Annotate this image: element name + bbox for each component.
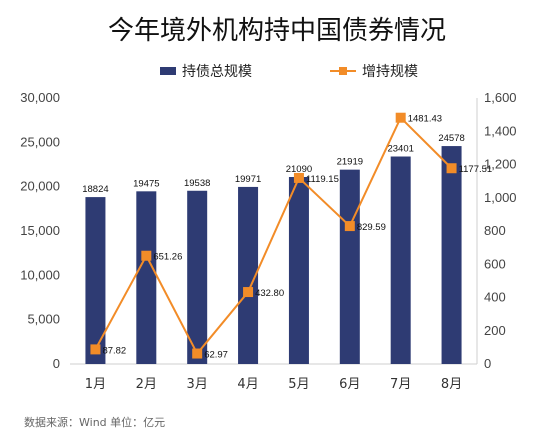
left-axis-tick-label: 0	[53, 356, 60, 371]
line-value-label: 1481.43	[408, 114, 442, 125]
bar-value-label: 24578	[438, 133, 464, 144]
x-axis-tick-label: 5月	[288, 377, 309, 392]
x-axis-labels: 1月 2月 3月 4月 5月 6月 7月 8月	[85, 377, 462, 392]
bar-value-label: 19538	[184, 178, 210, 189]
left-axis: 0 5,000 10,000 15,000 20,000 25,000 30,000	[20, 90, 60, 371]
x-axis-tick-label: 2月	[136, 377, 157, 392]
bar-value-label: 21919	[337, 157, 363, 168]
line-series: 87.82 651.26 62.97 432.80 1119.15 829.59 1481.…	[90, 112, 493, 361]
bar	[441, 146, 462, 364]
bar	[339, 169, 360, 364]
left-axis-tick-label: 20,000	[20, 179, 60, 194]
bar	[288, 177, 309, 364]
x-axis-tick-label: 8月	[441, 377, 462, 392]
legend-line-marker	[339, 67, 347, 75]
line-value-label: 62.97	[204, 350, 228, 361]
bar	[390, 156, 411, 364]
line-value-label: 432.80	[255, 288, 284, 299]
line-marker	[141, 250, 152, 261]
bar-value-label: 23401	[387, 144, 413, 155]
line-value-label: 1119.15	[306, 174, 339, 185]
line-value-label: 829.59	[357, 222, 386, 233]
source-note: 数据来源：Wind 单位：亿元	[24, 415, 165, 429]
line-marker	[243, 287, 254, 298]
bar	[85, 197, 106, 364]
chart-title: 今年境外机构持中国债券情况	[108, 16, 446, 46]
right-axis-tick-label: 1,600	[484, 90, 517, 105]
right-axis: 0 200 400 600 800 1,000 1,200 1,400 1,600	[484, 90, 517, 371]
bar-value-label: 19475	[133, 178, 159, 189]
x-axis-tick-label: 1月	[85, 377, 106, 392]
bar	[238, 186, 259, 364]
x-axis-tick-label: 6月	[339, 377, 360, 392]
x-axis-tick-label: 4月	[237, 377, 258, 392]
line-marker	[395, 112, 406, 123]
line-marker	[90, 344, 101, 355]
right-axis-tick-label: 1,200	[484, 157, 517, 172]
line-path	[94, 116, 453, 356]
right-axis-tick-label: 1,000	[484, 190, 517, 205]
x-axis-tick-label: 7月	[390, 377, 411, 392]
left-axis-tick-label: 30,000	[20, 90, 60, 105]
bar	[187, 190, 208, 364]
x-axis-tick-label: 3月	[187, 377, 208, 392]
right-axis-tick-label: 800	[484, 223, 506, 238]
right-axis-tick-label: 0	[484, 356, 491, 371]
legend-bar-swatch	[160, 67, 176, 75]
line-marker	[192, 348, 203, 359]
line-marker	[293, 172, 304, 183]
right-axis-tick-label: 200	[484, 323, 506, 338]
left-axis-tick-label: 10,000	[20, 267, 60, 282]
line-marker	[446, 163, 457, 174]
right-axis-tick-label: 1,400	[484, 123, 517, 138]
line-value-label: 87.82	[102, 345, 126, 356]
legend: 持债总规模 增持规模	[160, 64, 418, 80]
bar-value-label: 18824	[82, 184, 108, 195]
line-value-label: 1177.51	[459, 164, 493, 175]
left-axis-tick-label: 15,000	[20, 223, 60, 238]
bar-value-label: 21090	[286, 164, 312, 175]
bar-labels: 18824 19475 19538 19971 21090 21919 23401 24578	[82, 133, 465, 195]
bar-series	[85, 146, 462, 364]
line-value-label: 651.26	[153, 252, 182, 263]
right-axis-tick-label: 400	[484, 290, 506, 305]
line-marker	[344, 221, 355, 232]
bar-value-label: 19971	[235, 174, 261, 185]
legend-bar-label: 持债总规模	[182, 64, 252, 80]
bar	[136, 191, 157, 364]
right-axis-tick-label: 600	[484, 256, 506, 271]
left-axis-tick-label: 25,000	[20, 134, 60, 149]
left-axis-tick-label: 5,000	[27, 312, 60, 327]
legend-line-label: 增持规模	[362, 64, 418, 80]
